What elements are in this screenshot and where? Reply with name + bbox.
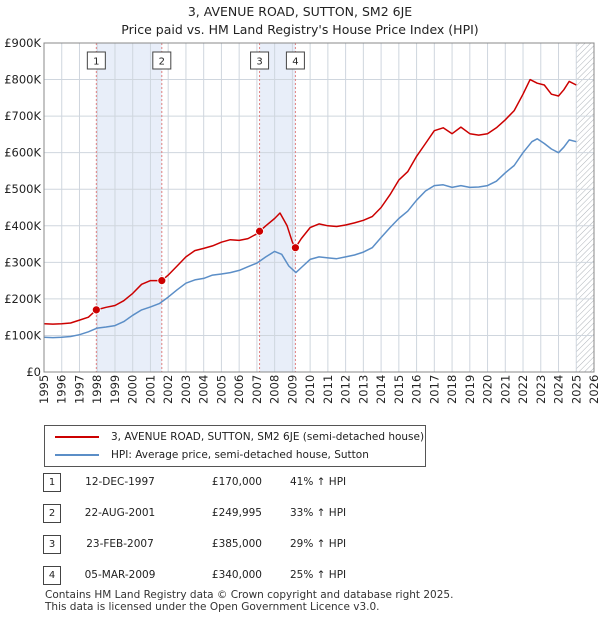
y-tick-label: £900K	[4, 36, 41, 50]
x-tick-label: 2017	[427, 375, 441, 404]
y-tick-label: £0	[26, 365, 41, 379]
transaction-marker	[91, 305, 101, 315]
transaction-price: £249,995	[211, 507, 262, 519]
transaction-number: 1	[43, 473, 61, 492]
x-tick-label: 2002	[161, 375, 175, 404]
table-row: 2 22-AUG-2001 £249,995 33% ↑ HPI	[0, 504, 600, 526]
transaction-date: 23-FEB-2007	[86, 538, 154, 550]
x-tick-label: 2008	[268, 375, 282, 404]
x-tick-label: 2020	[481, 375, 495, 404]
transaction-date: 22-AUG-2001	[84, 507, 156, 519]
y-tick-label: £300K	[4, 255, 41, 269]
x-tick-label: 2000	[126, 375, 140, 404]
legend-item-price: 3, AVENUE ROAD, SUTTON, SM2 6JE (semi-de…	[55, 429, 424, 445]
shaded-period	[259, 43, 296, 372]
x-tick-label: 2011	[321, 375, 335, 404]
transaction-hpi-diff: 41% ↑ HPI	[290, 476, 347, 488]
x-tick-label: 1999	[108, 375, 122, 404]
price-paid-line	[43, 78, 577, 325]
transaction-label-box	[152, 51, 172, 70]
x-tick-label: 2023	[534, 375, 548, 404]
transaction-hpi-diff: 33% ↑ HPI	[290, 507, 347, 519]
footer-copyright: Contains HM Land Registry data © Crown c…	[45, 589, 454, 601]
transaction-date: 12-DEC-1997	[85, 476, 155, 488]
x-tick-label: 2006	[232, 375, 246, 404]
x-tick-label: 2004	[197, 375, 211, 404]
x-tick-label: 2013	[356, 375, 370, 404]
x-tick-label: 1998	[90, 375, 104, 404]
x-tick-label: 2009	[285, 375, 299, 404]
hpi-line	[43, 138, 577, 339]
y-tick-label: £800K	[4, 73, 41, 87]
transaction-label: 2	[159, 57, 165, 68]
forecast-hatch	[576, 43, 594, 372]
transaction-label-box	[285, 51, 305, 70]
transaction-label: 3	[256, 57, 262, 68]
transaction-hpi-diff: 25% ↑ HPI	[290, 569, 347, 581]
transaction-label-box	[86, 51, 106, 70]
x-tick-label: 2018	[445, 375, 459, 404]
transaction-price: £170,000	[211, 476, 262, 488]
x-tick-label: 2021	[498, 375, 512, 404]
legend-price-label: 3, AVENUE ROAD, SUTTON, SM2 6JE (semi-de…	[111, 431, 425, 443]
transaction-number: 4	[43, 566, 61, 585]
transaction-hpi-diff: 29% ↑ HPI	[290, 538, 347, 550]
table-row: 4 05-MAR-2009 £340,000 25% ↑ HPI	[0, 566, 600, 588]
transaction-marker	[157, 276, 167, 286]
x-tick-label: 2016	[410, 375, 424, 404]
chart-title: 3, AVENUE ROAD, SUTTON, SM2 6JE	[187, 4, 413, 19]
legend-hpi-label: HPI: Average price, semi-detached house,…	[111, 449, 369, 461]
table-row: 1 12-DEC-1997 £170,000 41% ↑ HPI	[0, 473, 600, 495]
transaction-date: 05-MAR-2009	[84, 569, 156, 581]
legend-item-hpi: HPI: Average price, semi-detached house,…	[55, 447, 369, 463]
x-tick-label: 2005	[214, 375, 228, 404]
footer-license: This data is licensed under the Open Gov…	[45, 601, 380, 613]
x-tick-label: 2014	[374, 375, 388, 404]
x-tick-label: 1996	[55, 375, 69, 404]
transaction-number: 2	[43, 504, 61, 523]
x-tick-label: 2012	[339, 375, 353, 404]
y-tick-label: £200K	[4, 292, 41, 306]
x-tick-label: 2026	[587, 375, 600, 404]
transaction-marker	[291, 243, 300, 253]
y-tick-label: £100K	[4, 328, 41, 342]
x-tick-label: 2001	[143, 375, 157, 404]
transaction-price: £385,000	[211, 538, 262, 550]
transaction-price: £340,000	[211, 569, 262, 581]
y-tick-label: £500K	[4, 182, 41, 196]
transaction-marker	[255, 226, 264, 236]
table-row: 3 23-FEB-2007 £385,000 29% ↑ HPI	[0, 535, 600, 557]
chart-subtitle: Price paid vs. HM Land Registry's House …	[121, 22, 479, 37]
shaded-period	[96, 43, 162, 372]
y-tick-label: £400K	[4, 219, 41, 233]
x-tick-label: 2022	[516, 375, 530, 404]
x-tick-label: 2007	[250, 375, 264, 404]
transaction-label: 4	[292, 57, 298, 68]
x-tick-label: 2015	[392, 375, 406, 404]
chart-legend: 3, AVENUE ROAD, SUTTON, SM2 6JE (semi-de…	[44, 425, 426, 467]
plot-frame	[43, 42, 595, 373]
legend-price-swatch	[55, 436, 99, 438]
x-tick-label: 1997	[72, 375, 86, 404]
price-chart: 1 2 3 4 £0 £100K £200K £300K £400K £500K £600K £70…	[4, 36, 600, 404]
legend-hpi-swatch	[55, 454, 99, 456]
x-tick-label: 2024	[552, 375, 566, 404]
x-tick-label: 1995	[37, 375, 51, 404]
transaction-label: 1	[93, 57, 99, 68]
transaction-number: 3	[43, 535, 61, 554]
x-tick-label: 2010	[303, 375, 317, 404]
x-tick-label: 2003	[179, 375, 193, 404]
transaction-label-box	[250, 51, 270, 70]
x-tick-label: 2025	[569, 375, 583, 404]
y-tick-label: £700K	[4, 109, 41, 123]
x-tick-label: 2019	[463, 375, 477, 404]
y-tick-label: £600K	[4, 146, 41, 160]
